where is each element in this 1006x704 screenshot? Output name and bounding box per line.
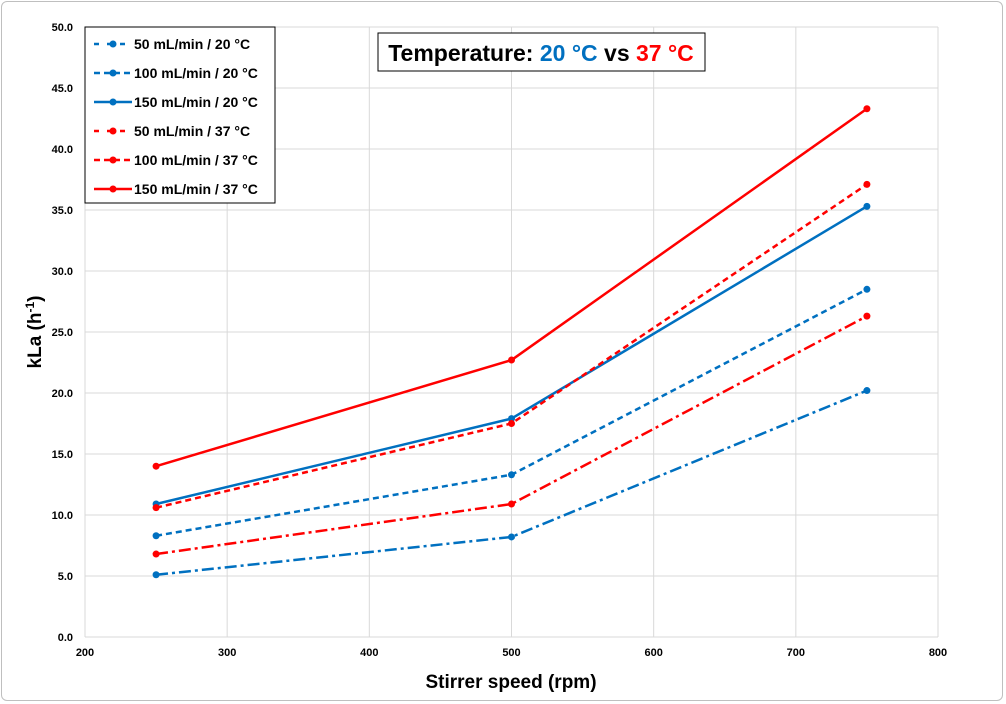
data-point	[863, 180, 871, 188]
data-point	[152, 571, 160, 579]
y-tick-label: 50.0	[52, 22, 73, 34]
legend-marker	[109, 127, 117, 135]
x-tick-label: 500	[502, 647, 520, 659]
data-point	[152, 462, 160, 470]
series-line	[155, 315, 868, 556]
data-point	[508, 420, 515, 427]
title-part: 37 °C	[636, 40, 694, 66]
data-point	[152, 532, 160, 540]
y-axis-label-close: )	[25, 296, 46, 302]
legend-label: 100 mL/min / 37 °C	[134, 152, 258, 168]
y-tick-label: 20.0	[52, 388, 73, 400]
legend-label: 100 mL/min / 20 °C	[134, 65, 258, 81]
data-point	[152, 550, 160, 558]
x-tick-label: 300	[218, 647, 236, 659]
x-axis-label: Stirrer speed (rpm)	[425, 672, 596, 693]
y-axis-label-sup: -1	[23, 302, 37, 313]
data-point	[863, 387, 871, 395]
data-point	[508, 500, 515, 508]
x-tick-label: 800	[929, 647, 947, 659]
legend-label: 50 mL/min / 37 °C	[134, 123, 250, 139]
legend-marker	[109, 98, 117, 106]
legend-label: 50 mL/min / 20 °C	[134, 36, 250, 52]
data-point	[863, 105, 871, 113]
legend-label: 150 mL/min / 20 °C	[134, 94, 258, 110]
data-point	[508, 356, 515, 364]
y-tick-label: 40.0	[52, 144, 73, 156]
title-part: vs	[598, 40, 636, 66]
series-lines	[152, 105, 871, 579]
data-point	[863, 285, 871, 293]
data-point	[152, 504, 160, 512]
y-tick-label: 45.0	[52, 83, 73, 95]
y-tick-label: 0.0	[58, 632, 73, 644]
data-point	[863, 202, 871, 210]
x-tick-label: 700	[787, 647, 805, 659]
y-tick-label: 30.0	[52, 266, 73, 278]
legend: 50 mL/min / 20 °C 100 mL/min / 20 °C 150 m…	[84, 26, 276, 204]
data-point	[508, 415, 515, 423]
y-axis-label-main: kLa (h	[25, 313, 46, 369]
y-tick-label: 15.0	[52, 449, 73, 461]
series-line	[155, 389, 868, 577]
y-tick-label: 5.0	[58, 571, 73, 583]
chart-title-text: Temperature: 20 °C vs 37 °C	[388, 40, 694, 66]
chart-title: Temperature: 20 °C vs 37 °C	[377, 32, 706, 72]
legend-marker	[109, 69, 117, 77]
data-point	[863, 312, 871, 320]
tick-labels: 200 300 400 500 600 700 800 0.0 5.0 10.0 15.0 20.0 2…	[52, 22, 948, 659]
title-part: 20 °C	[540, 40, 598, 66]
title-part: Temperature:	[388, 40, 540, 66]
legend-marker	[109, 156, 117, 164]
data-point	[508, 533, 515, 541]
x-tick-label: 600	[644, 647, 662, 659]
x-tick-label: 200	[76, 647, 94, 659]
y-axis-label: kLa (h-1)	[23, 296, 46, 369]
legend-marker	[109, 40, 117, 48]
data-point	[508, 471, 515, 479]
legend-marker	[109, 185, 117, 193]
y-tick-label: 25.0	[52, 327, 73, 339]
y-tick-label: 35.0	[52, 205, 73, 217]
y-tick-label: 10.0	[52, 510, 73, 522]
legend-label: 150 mL/min / 37 °C	[134, 181, 258, 197]
x-tick-label: 400	[360, 647, 378, 659]
